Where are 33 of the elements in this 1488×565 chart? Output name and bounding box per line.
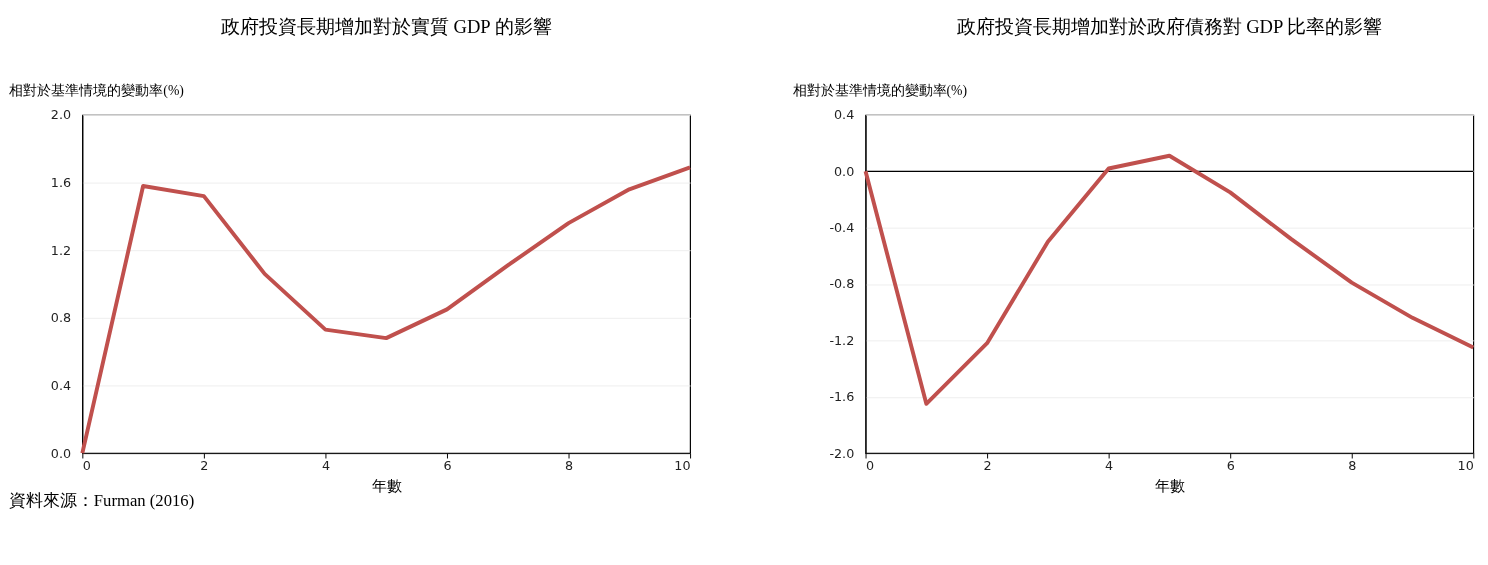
x-tick-label: 0 bbox=[82, 458, 91, 474]
x-tick-label: 6 bbox=[1226, 458, 1235, 474]
y-tick-label: 0.0 bbox=[834, 163, 855, 179]
x-tick-label: 6 bbox=[443, 458, 452, 474]
y-tick-label: -0.8 bbox=[829, 276, 855, 292]
y-tick-label: -1.6 bbox=[829, 389, 855, 405]
y-tick-label: 1.2 bbox=[50, 242, 72, 258]
chart-title: 政府投資長期增加對於實質 GDP 的影響 bbox=[220, 15, 552, 37]
x-tick-label: 2 bbox=[983, 458, 992, 474]
y-tick-label: -0.4 bbox=[829, 220, 855, 236]
y-tick-label: 0.0 bbox=[50, 445, 72, 461]
y-tick-label: -2.0 bbox=[829, 445, 855, 461]
x-axis-title: 年數 bbox=[371, 477, 402, 494]
y-tick-label: 0.4 bbox=[50, 377, 72, 393]
x-tick-label: 10 bbox=[674, 458, 691, 474]
y-tick-label: -1.2 bbox=[829, 332, 855, 348]
x-tick-label: 8 bbox=[564, 458, 574, 474]
chart-title: 政府投資長期增加對於政府債務對 GDP 比率的影響 bbox=[956, 15, 1383, 37]
y-tick-label: 0.4 bbox=[834, 107, 855, 123]
y-tick-label: 2.0 bbox=[50, 107, 72, 123]
y-tick-label: 0.8 bbox=[50, 310, 72, 326]
x-tick-label: 4 bbox=[1105, 458, 1114, 474]
x-tick-label: 10 bbox=[1457, 458, 1474, 474]
y-axis-title: 相對於基準情境的變動率(%) bbox=[9, 82, 184, 99]
x-axis-title: 年數 bbox=[1154, 477, 1185, 494]
x-tick-label: 2 bbox=[200, 458, 209, 474]
x-tick-label: 4 bbox=[321, 458, 330, 474]
y-tick-label: 1.6 bbox=[50, 174, 72, 190]
x-tick-label: 0 bbox=[866, 458, 875, 474]
x-tick-label: 8 bbox=[1348, 458, 1357, 474]
y-axis-title: 相對於基準情境的變動率(%) bbox=[792, 82, 968, 99]
source-note: 資料來源：Furman (2016) bbox=[8, 491, 195, 511]
line-series bbox=[863, 153, 1476, 406]
